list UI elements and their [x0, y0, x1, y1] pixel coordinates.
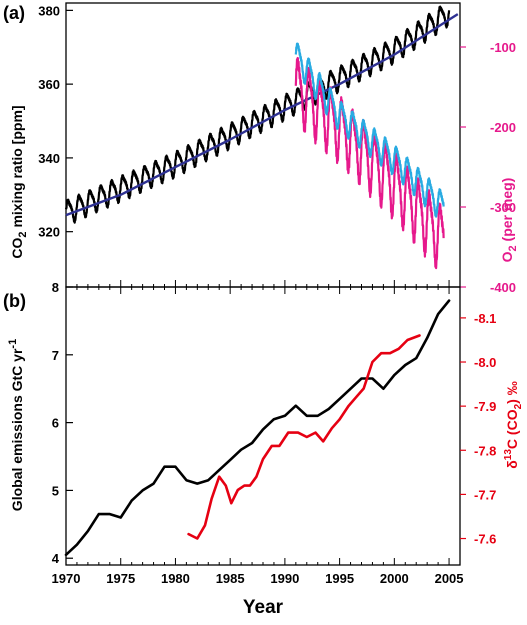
- emissions-axis-title-sup: -1: [7, 339, 19, 349]
- co2-axis-title-main: CO: [9, 237, 25, 258]
- o2-axis-title: O2 (per meg): [499, 178, 519, 263]
- panel-b-frame: [65, 286, 461, 566]
- d13c-tick-label: -8.1: [474, 311, 496, 326]
- emissions-tick-label: 5: [52, 483, 59, 498]
- co2-tick-label: 320: [38, 225, 60, 240]
- panel-a-label: (a): [3, 3, 25, 23]
- co2-tick-label: 380: [38, 3, 60, 18]
- year-tick-label: 1985: [216, 571, 245, 586]
- o2-tick-label: -100: [490, 40, 516, 55]
- emissions-axis-title: Global emissions GtC yr-1: [7, 339, 25, 511]
- year-tick-label: 1980: [161, 571, 190, 586]
- d13c-tick-label: -8.0: [474, 355, 496, 370]
- emissions-line: [64, 299, 451, 557]
- co2-tick-label: 360: [38, 77, 60, 92]
- panel-a-series-2: [294, 56, 445, 270]
- d13c-axis-title-delta: δ: [504, 460, 520, 469]
- o2-axis-title-sub: 2: [507, 245, 519, 251]
- emissions-tick-label: 8: [52, 280, 59, 295]
- d13c-tick-label: -7.8: [474, 443, 496, 458]
- co2-axis-title-rest: mixing ratio [ppm]: [9, 105, 25, 231]
- panel-a-series-1: [65, 13, 459, 217]
- panel-b: 4 5 6 7 8 -7.6 -7.7 -7.8 -7.9 -8.0 -8.1 1970 1975 198…: [3, 280, 524, 618]
- d13c-axis-title-sub: 2: [513, 403, 524, 409]
- emissions-tick-label: 7: [52, 348, 59, 363]
- panel-b-label: (b): [3, 291, 26, 311]
- year-tick-label: 2000: [380, 571, 409, 586]
- d13c-axis-title-sup: 13: [503, 449, 514, 461]
- panel-a-series-0: [64, 5, 451, 224]
- d13c-tick-label: -7.7: [474, 487, 496, 502]
- d13c-axis-title-mid: C (CO: [504, 409, 520, 449]
- co2-axis-title: CO2 mixing ratio [ppm]: [9, 105, 29, 258]
- d13c-line: [187, 334, 421, 540]
- year-tick-label: 1970: [52, 571, 81, 586]
- x-axis-title: Year: [243, 597, 284, 618]
- year-tick-label: 1995: [325, 571, 354, 586]
- o2-tick-label: -300: [490, 200, 516, 215]
- d13c-tick-label: -7.6: [474, 532, 496, 547]
- d13c-tick-label: -7.9: [474, 399, 496, 414]
- co2-axis-title-sub: 2: [17, 231, 29, 237]
- emissions-tick-label: 4: [52, 551, 60, 566]
- o2-tick-label: -400: [490, 280, 516, 295]
- o2-axis-title-rest: (per meg): [499, 178, 515, 246]
- year-tick-label: 1975: [106, 571, 135, 586]
- co2-tick-label: 340: [38, 151, 60, 166]
- d13c-axis-title: δ13C (CO2) ‰: [503, 381, 524, 468]
- d13c-axis-title-rest: ) ‰: [504, 381, 520, 404]
- panel-a-series-3: [294, 42, 445, 218]
- o2-tick-label: -200: [490, 120, 516, 135]
- year-tick-label: 2005: [435, 571, 464, 586]
- emissions-tick-label: 6: [52, 416, 59, 431]
- year-tick-label: 1990: [270, 571, 299, 586]
- emissions-axis-title-main: Global emissions GtC yr: [9, 348, 25, 511]
- o2-axis-title-main: O: [499, 251, 515, 262]
